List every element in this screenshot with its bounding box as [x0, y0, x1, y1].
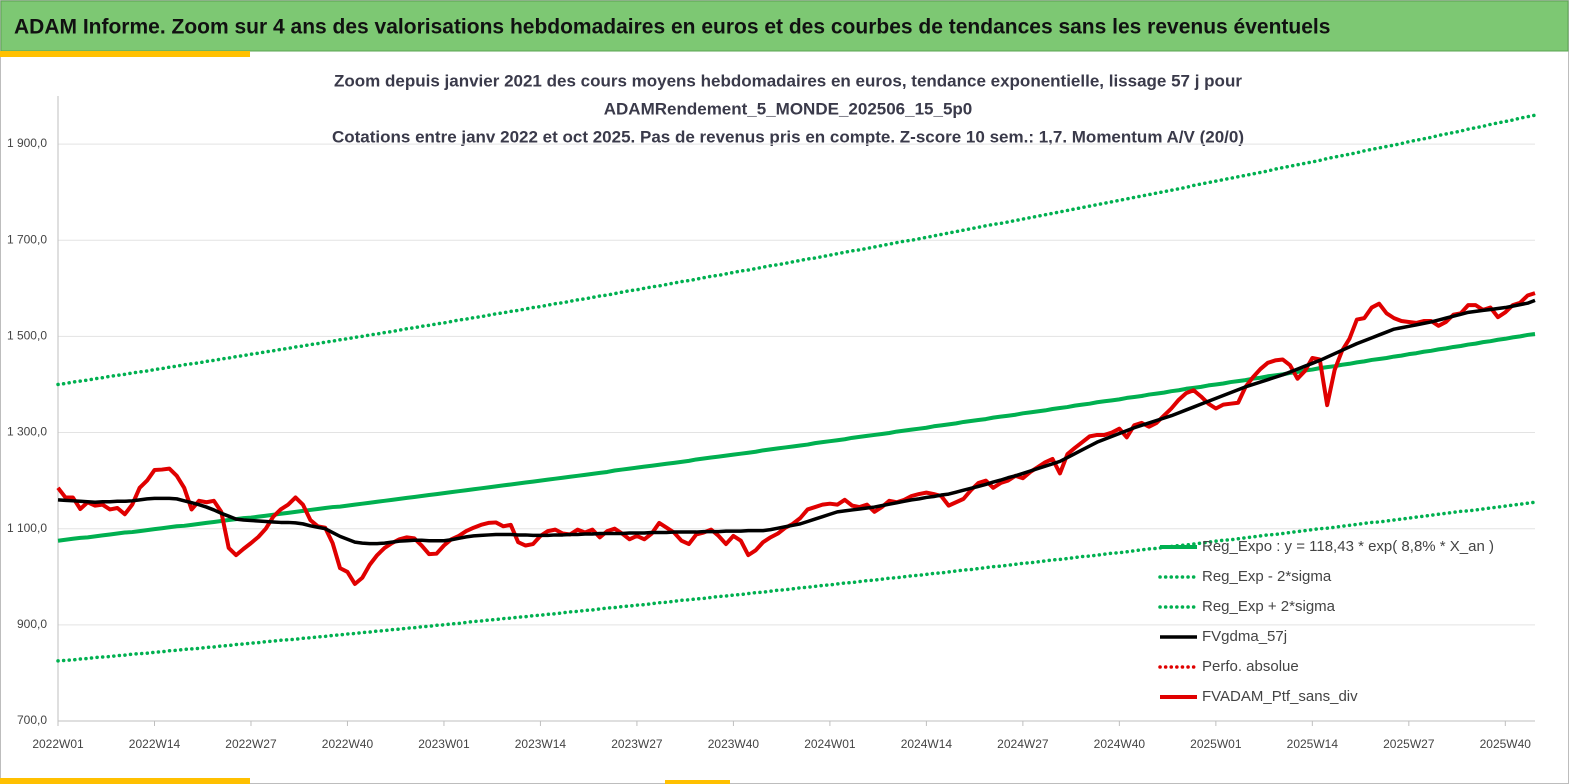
y-tick-label: 700,0: [17, 713, 47, 727]
x-tick-label: 2022W14: [129, 737, 181, 751]
x-tick-label: 2022W27: [225, 737, 277, 751]
x-tick-label: 2022W01: [32, 737, 84, 751]
x-tick-label: 2024W01: [804, 737, 856, 751]
legend-label: Reg_Exp + 2*sigma: [1202, 598, 1336, 615]
series-line: [57, 298, 1536, 546]
accent-bar: [0, 51, 250, 57]
y-tick-label: 1 900,0: [7, 136, 47, 150]
y-tick-label: 900,0: [17, 617, 47, 631]
chart-title: ADAMRendement_5_MONDE_202506_15_5p0: [604, 99, 973, 118]
x-tick-label: 2024W40: [1094, 737, 1146, 751]
y-tick-label: 1 700,0: [7, 232, 47, 246]
x-tick-label: 2025W27: [1383, 737, 1435, 751]
series-line: [56, 113, 1537, 387]
x-tick-label: 2025W01: [1190, 737, 1242, 751]
x-tick-label: 2022W40: [322, 737, 374, 751]
chart-title: Cotations entre janv 2022 et oct 2025. P…: [332, 127, 1244, 146]
legend-label: FVgdma_57j: [1202, 628, 1287, 645]
y-tick-label: 1 300,0: [7, 425, 47, 439]
x-tick-label: 2023W40: [708, 737, 760, 751]
y-tick-label: 1 500,0: [7, 329, 47, 343]
x-tick-label: 2025W40: [1480, 737, 1532, 751]
legend-label: Reg_Exp - 2*sigma: [1202, 568, 1332, 585]
header-band: [0, 0, 1569, 52]
page-title: ADAM Informe. Zoom sur 4 ans des valoris…: [14, 16, 1330, 39]
legend-label: Perfo. absolue: [1202, 658, 1299, 675]
x-tick-label: 2024W14: [901, 737, 953, 751]
accent-bar: [665, 780, 730, 784]
series-line: [56, 500, 1537, 663]
accent-bar: [0, 778, 250, 784]
chart-title: Zoom depuis janvier 2021 des cours moyen…: [334, 71, 1242, 90]
legend-label: FVADAM_Ptf_sans_div: [1202, 688, 1358, 705]
x-tick-label: 2023W14: [515, 737, 567, 751]
series-line: [56, 291, 1536, 586]
x-tick-label: 2025W14: [1287, 737, 1339, 751]
x-tick-label: 2023W27: [611, 737, 663, 751]
legend-label: Reg_Expo : y = 118,43 * exp( 8,8% * X_an…: [1202, 538, 1494, 555]
x-tick-label: 2023W01: [418, 737, 470, 751]
y-tick-label: 1 100,0: [7, 521, 47, 535]
x-tick-label: 2024W27: [997, 737, 1049, 751]
